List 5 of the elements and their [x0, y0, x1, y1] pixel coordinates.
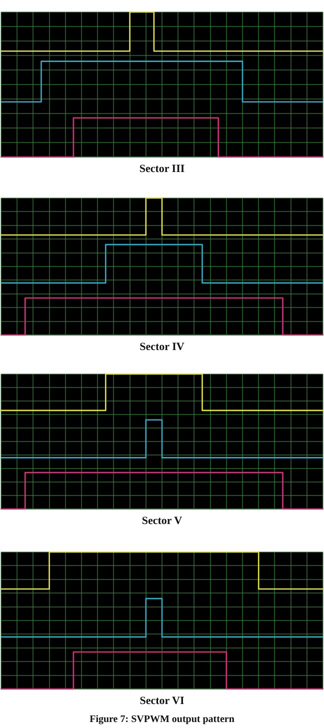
text: Sector IV	[138, 341, 186, 353]
caption: Figure 7: SVPWM output pattern	[88, 714, 236, 725]
text: Sector V	[140, 515, 184, 527]
text: Sector VI	[138, 695, 186, 707]
text: Sector III	[138, 163, 186, 175]
